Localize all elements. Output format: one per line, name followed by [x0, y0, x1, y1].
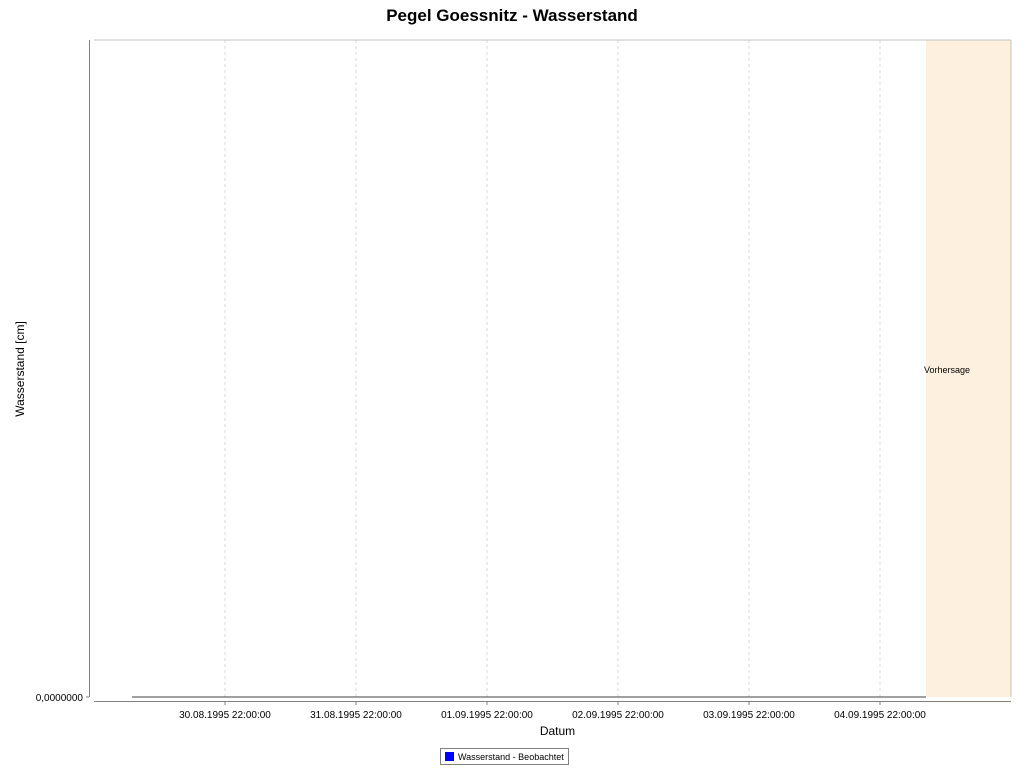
forecast-region — [926, 40, 1011, 697]
legend: Wasserstand - Beobachtet — [440, 748, 569, 765]
x-axis-title: Datum — [540, 724, 575, 738]
chart-title: Pegel Goessnitz - Wasserstand — [386, 6, 638, 25]
x-tick-label: 03.09.1995 22:00:00 — [703, 710, 795, 721]
x-tick-label: 01.09.1995 22:00:00 — [441, 710, 533, 721]
legend-label: Wasserstand - Beobachtet — [458, 751, 564, 762]
y-tick-label: 0,0000000 — [36, 693, 84, 704]
y-axis-title: Wasserstand [cm] — [13, 321, 27, 417]
x-tick-label: 04.09.1995 22:00:00 — [834, 710, 926, 721]
x-tick-label: 30.08.1995 22:00:00 — [179, 710, 271, 721]
plot-background — [94, 40, 1011, 697]
x-tick-label: 31.08.1995 22:00:00 — [310, 710, 402, 721]
legend-swatch — [445, 752, 454, 761]
forecast-region-label: Vorhersage — [924, 365, 970, 375]
x-tick-label: 02.09.1995 22:00:00 — [572, 710, 664, 721]
